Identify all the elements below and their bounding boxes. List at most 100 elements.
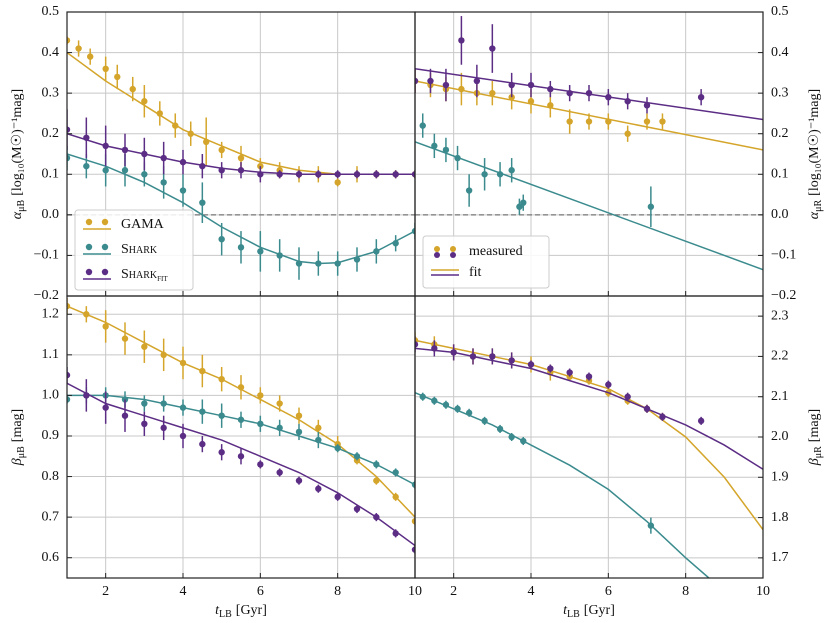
data-point xyxy=(415,341,419,348)
y-tick-label: −0.1 xyxy=(34,248,59,263)
legend-label: GAMA xyxy=(121,217,165,232)
fit-line xyxy=(415,141,763,271)
legend-label: Shark xyxy=(121,242,158,257)
data-point xyxy=(218,449,225,456)
data-point xyxy=(547,85,554,93)
x-tick-label: 2 xyxy=(102,584,109,599)
x-axis-label: tLB [Gyr] xyxy=(563,603,615,620)
data-point xyxy=(442,146,450,154)
data-point xyxy=(276,469,283,476)
data-point xyxy=(392,171,399,178)
data-point xyxy=(566,369,573,376)
data-point xyxy=(508,357,515,364)
label-symbol: t xyxy=(215,603,220,618)
y-tick-label: 0.9 xyxy=(42,428,60,443)
x-tick-label: 4 xyxy=(528,584,535,599)
label-symbol: α xyxy=(10,211,25,219)
legend-marker xyxy=(101,268,109,276)
data-point xyxy=(67,371,71,379)
data-point xyxy=(585,89,593,97)
y-axis-label: βμB [mag] xyxy=(10,409,27,466)
data-point xyxy=(496,425,504,433)
data-point xyxy=(102,142,109,150)
x-tick-label: 6 xyxy=(257,584,264,599)
data-point xyxy=(218,375,225,383)
data-point xyxy=(295,171,303,178)
data-point xyxy=(199,440,206,448)
y-tick-label: 0.7 xyxy=(42,509,60,524)
y-tick-label: 0.2 xyxy=(42,126,60,141)
data-point xyxy=(315,424,322,432)
data-point xyxy=(373,248,380,255)
label-subscript: μR xyxy=(813,199,824,211)
data-point xyxy=(334,260,341,267)
y-tick-label: 0.3 xyxy=(42,85,60,100)
data-point xyxy=(160,179,167,186)
data-point xyxy=(566,89,573,97)
y-tick-label: 1.7 xyxy=(771,550,789,565)
legend-label: measured xyxy=(469,244,523,259)
data-point xyxy=(276,171,283,178)
legend-marker xyxy=(450,252,456,258)
label-symbol: α xyxy=(807,211,822,219)
data-point xyxy=(295,428,303,436)
y-tick-label: 0.0 xyxy=(771,207,789,222)
label-subscript: μR xyxy=(813,446,824,458)
data-point xyxy=(624,393,631,400)
data-point xyxy=(276,424,283,432)
data-point xyxy=(160,154,167,162)
data-point xyxy=(121,412,129,419)
y-tick-label: 0.8 xyxy=(42,469,60,484)
y-tick-label: 0.5 xyxy=(42,4,60,19)
data-point xyxy=(427,77,434,85)
panel xyxy=(67,296,415,578)
data-point xyxy=(160,400,167,407)
data-point xyxy=(392,469,399,476)
data-point xyxy=(585,118,593,125)
y-tick-label: 1.9 xyxy=(771,470,789,485)
data-point xyxy=(67,37,71,44)
data-point xyxy=(83,311,90,318)
data-point xyxy=(102,323,109,330)
data-point xyxy=(605,381,612,388)
axes-frame xyxy=(414,295,764,579)
data-point xyxy=(315,171,322,178)
data-point xyxy=(411,481,415,488)
y-axis-label: αμR [log₁₀(M☉)⁻¹mag] xyxy=(807,89,824,219)
data-point xyxy=(334,444,341,452)
data-point xyxy=(415,77,419,85)
data-point xyxy=(199,199,206,206)
data-point xyxy=(315,436,322,444)
data-point xyxy=(465,187,473,194)
data-point xyxy=(392,493,399,501)
data-point xyxy=(295,412,303,419)
x-tick-label: 8 xyxy=(682,584,689,599)
label-subscript: LB xyxy=(219,609,232,620)
data-point xyxy=(659,118,666,125)
data-point xyxy=(83,134,90,141)
legend-name: GAMA xyxy=(121,217,165,232)
legend-marker xyxy=(101,218,109,226)
data-point xyxy=(199,367,206,375)
y-tick-label: 0.5 xyxy=(771,4,789,19)
data-point xyxy=(697,417,705,425)
data-point xyxy=(141,171,148,178)
data-point xyxy=(295,477,303,484)
data-point xyxy=(237,416,245,423)
data-point xyxy=(481,417,488,425)
y-tick-label: −0.1 xyxy=(771,248,796,263)
data-point xyxy=(392,240,399,247)
data-point xyxy=(218,146,225,154)
fit-line xyxy=(415,347,763,470)
data-point xyxy=(605,94,612,101)
x-tick-label: 6 xyxy=(605,584,612,599)
data-point xyxy=(315,485,322,492)
data-point xyxy=(334,171,341,178)
y-tick-label: 1.8 xyxy=(771,510,789,525)
data-point xyxy=(520,437,527,445)
legend-marker xyxy=(85,243,93,251)
panel xyxy=(415,296,763,578)
data-point xyxy=(431,142,438,150)
data-point xyxy=(450,349,457,356)
